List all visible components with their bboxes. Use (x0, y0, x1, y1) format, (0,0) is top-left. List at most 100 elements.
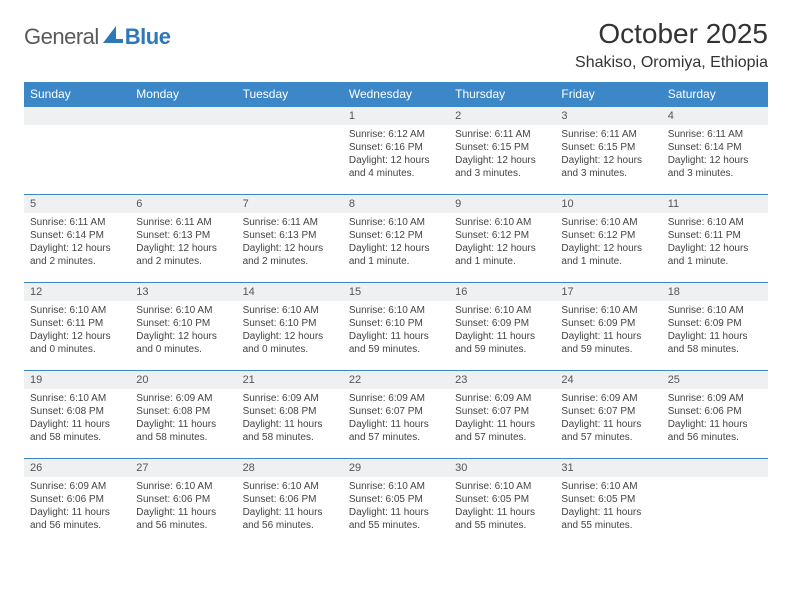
sunrise-text: Sunrise: 6:09 AM (455, 392, 549, 405)
daylight-text: Daylight: 11 hours and 59 minutes. (561, 330, 655, 356)
sunrise-text: Sunrise: 6:10 AM (30, 392, 124, 405)
calendar-cell: 4Sunrise: 6:11 AMSunset: 6:14 PMDaylight… (662, 107, 768, 195)
calendar-cell: 19Sunrise: 6:10 AMSunset: 6:08 PMDayligh… (24, 371, 130, 459)
daylight-text: Daylight: 12 hours and 4 minutes. (349, 154, 443, 180)
day-detail: Sunrise: 6:10 AMSunset: 6:12 PMDaylight:… (449, 213, 555, 272)
daylight-text: Daylight: 11 hours and 55 minutes. (349, 506, 443, 532)
sunset-text: Sunset: 6:11 PM (668, 229, 762, 242)
sunset-text: Sunset: 6:16 PM (349, 141, 443, 154)
calendar-cell: 23Sunrise: 6:09 AMSunset: 6:07 PMDayligh… (449, 371, 555, 459)
location-text: Shakiso, Oromiya, Ethiopia (575, 54, 768, 72)
sunrise-text: Sunrise: 6:10 AM (243, 304, 337, 317)
day-detail: Sunrise: 6:11 AMSunset: 6:13 PMDaylight:… (237, 213, 343, 272)
daylight-text: Daylight: 12 hours and 2 minutes. (136, 242, 230, 268)
day-detail: Sunrise: 6:09 AMSunset: 6:07 PMDaylight:… (343, 389, 449, 448)
daylight-text: Daylight: 11 hours and 56 minutes. (668, 418, 762, 444)
sunrise-text: Sunrise: 6:11 AM (561, 128, 655, 141)
calendar-cell: 7Sunrise: 6:11 AMSunset: 6:13 PMDaylight… (237, 195, 343, 283)
calendar-cell: 27Sunrise: 6:10 AMSunset: 6:06 PMDayligh… (130, 459, 236, 547)
sunrise-text: Sunrise: 6:10 AM (136, 480, 230, 493)
day-number (237, 107, 343, 125)
daylight-text: Daylight: 11 hours and 59 minutes. (455, 330, 549, 356)
month-title: October 2025 (575, 18, 768, 50)
daylight-text: Daylight: 11 hours and 58 minutes. (668, 330, 762, 356)
day-number: 31 (555, 459, 661, 477)
sunrise-text: Sunrise: 6:10 AM (561, 216, 655, 229)
calendar-cell: 2Sunrise: 6:11 AMSunset: 6:15 PMDaylight… (449, 107, 555, 195)
daylight-text: Daylight: 11 hours and 57 minutes. (561, 418, 655, 444)
calendar-cell: 3Sunrise: 6:11 AMSunset: 6:15 PMDaylight… (555, 107, 661, 195)
header: General Blue October 2025 Shakiso, Oromi… (24, 18, 768, 72)
sunset-text: Sunset: 6:12 PM (561, 229, 655, 242)
day-detail: Sunrise: 6:10 AMSunset: 6:05 PMDaylight:… (555, 477, 661, 536)
sunrise-text: Sunrise: 6:11 AM (30, 216, 124, 229)
day-number: 17 (555, 283, 661, 301)
daylight-text: Daylight: 11 hours and 56 minutes. (136, 506, 230, 532)
day-detail: Sunrise: 6:11 AMSunset: 6:15 PMDaylight:… (555, 125, 661, 184)
day-number: 6 (130, 195, 236, 213)
calendar-cell: 28Sunrise: 6:10 AMSunset: 6:06 PMDayligh… (237, 459, 343, 547)
day-number: 21 (237, 371, 343, 389)
day-number: 13 (130, 283, 236, 301)
daylight-text: Daylight: 12 hours and 2 minutes. (243, 242, 337, 268)
sunset-text: Sunset: 6:10 PM (136, 317, 230, 330)
sunset-text: Sunset: 6:11 PM (30, 317, 124, 330)
sunset-text: Sunset: 6:14 PM (668, 141, 762, 154)
day-number: 9 (449, 195, 555, 213)
day-number: 15 (343, 283, 449, 301)
calendar-cell: 18Sunrise: 6:10 AMSunset: 6:09 PMDayligh… (662, 283, 768, 371)
daylight-text: Daylight: 11 hours and 58 minutes. (243, 418, 337, 444)
day-number: 7 (237, 195, 343, 213)
sunset-text: Sunset: 6:09 PM (668, 317, 762, 330)
weekday-header: Thursday (449, 82, 555, 107)
sunset-text: Sunset: 6:08 PM (243, 405, 337, 418)
logo: General Blue (24, 18, 170, 50)
sunrise-text: Sunrise: 6:10 AM (561, 480, 655, 493)
daylight-text: Daylight: 11 hours and 57 minutes. (455, 418, 549, 444)
calendar-cell: 5Sunrise: 6:11 AMSunset: 6:14 PMDaylight… (24, 195, 130, 283)
sunset-text: Sunset: 6:13 PM (243, 229, 337, 242)
daylight-text: Daylight: 12 hours and 1 minute. (668, 242, 762, 268)
day-detail: Sunrise: 6:10 AMSunset: 6:05 PMDaylight:… (343, 477, 449, 536)
daylight-text: Daylight: 11 hours and 57 minutes. (349, 418, 443, 444)
sunrise-text: Sunrise: 6:11 AM (243, 216, 337, 229)
day-detail: Sunrise: 6:10 AMSunset: 6:10 PMDaylight:… (130, 301, 236, 360)
daylight-text: Daylight: 11 hours and 55 minutes. (561, 506, 655, 532)
sunset-text: Sunset: 6:05 PM (561, 493, 655, 506)
sunset-text: Sunset: 6:06 PM (243, 493, 337, 506)
sunset-text: Sunset: 6:09 PM (455, 317, 549, 330)
day-number: 22 (343, 371, 449, 389)
sunrise-text: Sunrise: 6:11 AM (455, 128, 549, 141)
daylight-text: Daylight: 11 hours and 58 minutes. (30, 418, 124, 444)
day-detail: Sunrise: 6:10 AMSunset: 6:09 PMDaylight:… (449, 301, 555, 360)
daylight-text: Daylight: 11 hours and 56 minutes. (243, 506, 337, 532)
title-block: October 2025 Shakiso, Oromiya, Ethiopia (575, 18, 768, 72)
calendar-week-row: 19Sunrise: 6:10 AMSunset: 6:08 PMDayligh… (24, 371, 768, 459)
sunset-text: Sunset: 6:12 PM (455, 229, 549, 242)
calendar-cell: 25Sunrise: 6:09 AMSunset: 6:06 PMDayligh… (662, 371, 768, 459)
day-number: 2 (449, 107, 555, 125)
daylight-text: Daylight: 12 hours and 2 minutes. (30, 242, 124, 268)
day-detail: Sunrise: 6:10 AMSunset: 6:12 PMDaylight:… (555, 213, 661, 272)
weekday-header: Wednesday (343, 82, 449, 107)
calendar-cell: 30Sunrise: 6:10 AMSunset: 6:05 PMDayligh… (449, 459, 555, 547)
day-detail: Sunrise: 6:09 AMSunset: 6:07 PMDaylight:… (449, 389, 555, 448)
day-number: 20 (130, 371, 236, 389)
day-detail: Sunrise: 6:10 AMSunset: 6:08 PMDaylight:… (24, 389, 130, 448)
daylight-text: Daylight: 12 hours and 0 minutes. (30, 330, 124, 356)
day-number: 19 (24, 371, 130, 389)
sunset-text: Sunset: 6:09 PM (561, 317, 655, 330)
day-detail: Sunrise: 6:09 AMSunset: 6:07 PMDaylight:… (555, 389, 661, 448)
day-number: 24 (555, 371, 661, 389)
calendar-cell: 22Sunrise: 6:09 AMSunset: 6:07 PMDayligh… (343, 371, 449, 459)
sunrise-text: Sunrise: 6:10 AM (455, 480, 549, 493)
calendar-cell: 29Sunrise: 6:10 AMSunset: 6:05 PMDayligh… (343, 459, 449, 547)
calendar-cell: 1Sunrise: 6:12 AMSunset: 6:16 PMDaylight… (343, 107, 449, 195)
sunrise-text: Sunrise: 6:10 AM (455, 304, 549, 317)
sunset-text: Sunset: 6:07 PM (561, 405, 655, 418)
daylight-text: Daylight: 12 hours and 1 minute. (455, 242, 549, 268)
day-number: 27 (130, 459, 236, 477)
calendar-week-row: 26Sunrise: 6:09 AMSunset: 6:06 PMDayligh… (24, 459, 768, 547)
calendar-cell: 8Sunrise: 6:10 AMSunset: 6:12 PMDaylight… (343, 195, 449, 283)
daylight-text: Daylight: 11 hours and 58 minutes. (136, 418, 230, 444)
